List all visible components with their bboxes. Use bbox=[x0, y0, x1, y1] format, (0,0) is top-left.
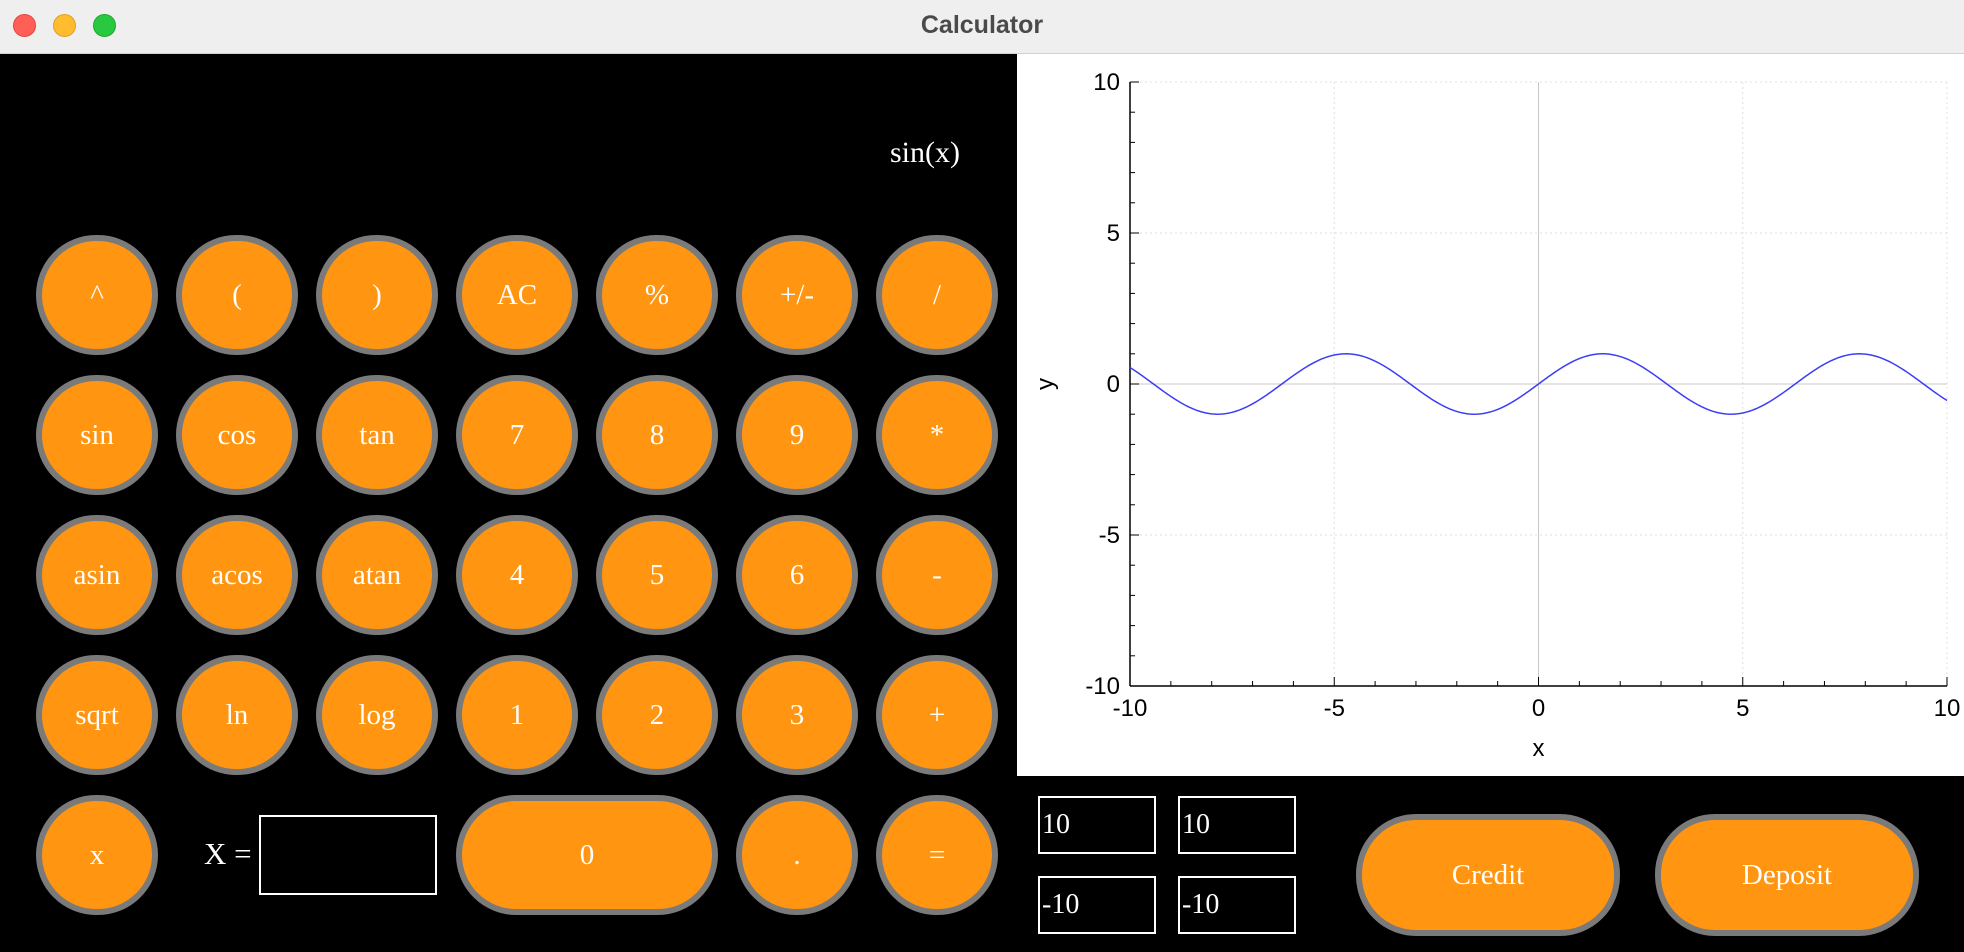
y-tick-label: 10 bbox=[1093, 69, 1120, 96]
y-tick-label: -5 bbox=[1099, 522, 1120, 549]
digit-8-button[interactable]: 8 bbox=[596, 375, 718, 495]
power-button[interactable]: ^ bbox=[36, 235, 158, 355]
negate-button[interactable]: +/- bbox=[736, 235, 858, 355]
graph-panel: -10 -5 0 5 10 10 5 0 -5 -10 x y bbox=[1017, 54, 1964, 776]
acos-button[interactable]: acos bbox=[176, 515, 298, 635]
digit-1-button[interactable]: 1 bbox=[456, 655, 578, 775]
x-tick-label: -5 bbox=[1324, 695, 1345, 722]
y-max-input[interactable] bbox=[1178, 796, 1296, 854]
digit-3-button[interactable]: 3 bbox=[736, 655, 858, 775]
atan-button[interactable]: atan bbox=[316, 515, 438, 635]
credit-button[interactable]: Credit bbox=[1356, 814, 1620, 936]
y-tick-label: -10 bbox=[1085, 673, 1120, 700]
zoom-window-button[interactable] bbox=[93, 14, 116, 37]
digit-4-button[interactable]: 4 bbox=[456, 515, 578, 635]
x-value-label: X = bbox=[204, 836, 252, 871]
y-axis-label: y bbox=[1032, 378, 1059, 390]
subtract-button[interactable]: - bbox=[876, 515, 998, 635]
digit-5-button[interactable]: 5 bbox=[596, 515, 718, 635]
minimize-window-button[interactable] bbox=[53, 14, 76, 37]
y-tick-label: 0 bbox=[1107, 371, 1120, 398]
title-bar: Calculator bbox=[0, 0, 1964, 54]
y-min-input[interactable] bbox=[1178, 876, 1296, 934]
tan-button[interactable]: tan bbox=[316, 375, 438, 495]
digit-2-button[interactable]: 2 bbox=[596, 655, 718, 775]
digit-7-button[interactable]: 7 bbox=[456, 375, 578, 495]
deposit-button[interactable]: Deposit bbox=[1655, 814, 1919, 936]
decimal-point-button[interactable]: . bbox=[736, 795, 858, 915]
x-value-input[interactable] bbox=[259, 815, 437, 895]
cos-button[interactable]: cos bbox=[176, 375, 298, 495]
x-max-input[interactable] bbox=[1038, 796, 1156, 854]
log-button[interactable]: log bbox=[316, 655, 438, 775]
x-tick-label: -10 bbox=[1113, 695, 1148, 722]
digit-0-button[interactable]: 0 bbox=[456, 795, 718, 915]
x-tick-label: 5 bbox=[1736, 695, 1749, 722]
percent-button[interactable]: % bbox=[596, 235, 718, 355]
function-plot: -10 -5 0 5 10 10 5 0 -5 -10 x y bbox=[1032, 69, 1961, 762]
x-min-input[interactable] bbox=[1038, 876, 1156, 934]
x-axis-label: x bbox=[1533, 735, 1545, 762]
x-tick-label: 0 bbox=[1532, 695, 1545, 722]
all-clear-button[interactable]: AC bbox=[456, 235, 578, 355]
sin-curve bbox=[1129, 353, 1948, 415]
close-paren-button[interactable]: ) bbox=[316, 235, 438, 355]
divide-button[interactable]: / bbox=[876, 235, 998, 355]
close-window-button[interactable] bbox=[13, 14, 36, 37]
sqrt-button[interactable]: sqrt bbox=[36, 655, 158, 775]
y-tick-label: 5 bbox=[1107, 220, 1120, 247]
multiply-button[interactable]: * bbox=[876, 375, 998, 495]
digit-9-button[interactable]: 9 bbox=[736, 375, 858, 495]
add-button[interactable]: + bbox=[876, 655, 998, 775]
digit-6-button[interactable]: 6 bbox=[736, 515, 858, 635]
open-paren-button[interactable]: ( bbox=[176, 235, 298, 355]
x-tick-label: 10 bbox=[1934, 695, 1961, 722]
window-title: Calculator bbox=[920, 11, 1044, 39]
expression-display: sin(x) bbox=[890, 136, 960, 169]
sin-button[interactable]: sin bbox=[36, 375, 158, 495]
ln-button[interactable]: ln bbox=[176, 655, 298, 775]
asin-button[interactable]: asin bbox=[36, 515, 158, 635]
equals-button[interactable]: = bbox=[876, 795, 998, 915]
variable-x-button[interactable]: x bbox=[36, 795, 158, 915]
